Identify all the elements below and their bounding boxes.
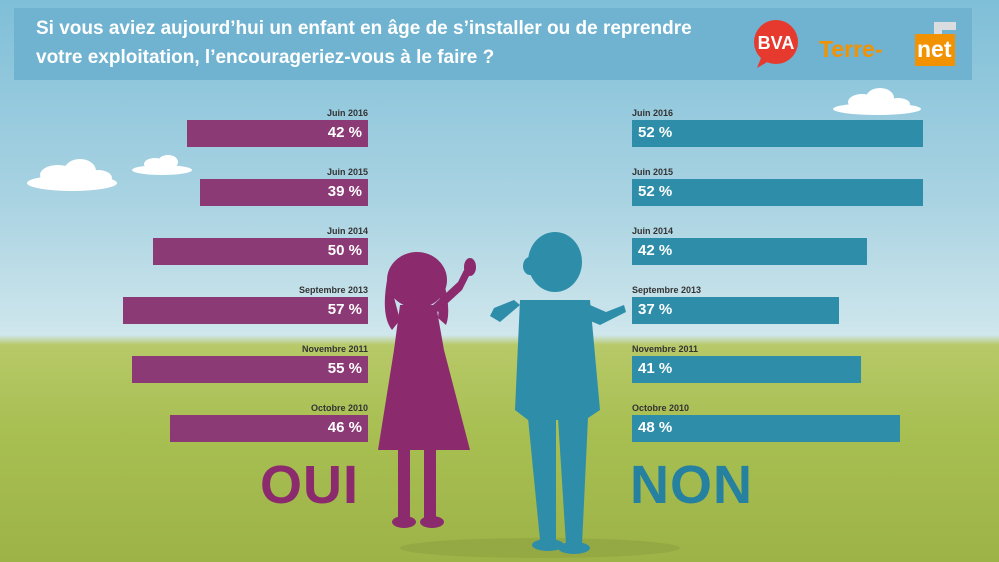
- bva-logo-text: BVA: [758, 33, 795, 53]
- oui-value-label: 42 %: [327, 124, 362, 141]
- oui-category-label: Octobre 2010: [310, 403, 368, 413]
- girl-silhouette: [378, 252, 476, 528]
- cloud-left: [27, 159, 117, 191]
- question-title: Si vous aviez aujourd’hui un enfant en â…: [36, 18, 692, 68]
- oui-series-title: OUI: [260, 455, 360, 515]
- oui-bar: 50 %: [153, 238, 368, 265]
- non-category-label: Novembre 2011: [632, 344, 699, 354]
- oui-category-label: Juin 2015: [326, 167, 368, 177]
- non-category-label: Juin 2016: [632, 108, 674, 118]
- non-value-label: 52 %: [638, 124, 673, 141]
- non-bar: 42 %: [632, 238, 867, 265]
- non-value-label: 37 %: [638, 301, 673, 318]
- non-category-label: Juin 2015: [632, 167, 674, 177]
- non-category-label: Septembre 2013: [632, 285, 702, 295]
- non-value-label: 52 %: [638, 183, 673, 200]
- non-bar: 48 %: [632, 415, 901, 442]
- oui-category-label: Juin 2014: [326, 226, 368, 236]
- non-bar: 37 %: [632, 297, 839, 324]
- terre-logo-text: Terre-: [819, 36, 883, 62]
- oui-bar: 46 %: [170, 415, 368, 442]
- oui-category-label: Juin 2016: [326, 108, 368, 118]
- non-category-label: Juin 2014: [632, 226, 674, 236]
- oui-value-label: 55 %: [327, 360, 362, 377]
- non-series-title: NON: [630, 455, 753, 515]
- oui-bar: 39 %: [200, 179, 368, 206]
- question-banner: Si vous aviez aujourd’hui un enfant en â…: [14, 8, 972, 80]
- non-value-label: 42 %: [638, 242, 673, 259]
- oui-bar: 57 %: [122, 297, 368, 324]
- terre-net-logo: Terre- net: [819, 22, 956, 66]
- oui-category-label: Septembre 2013: [298, 285, 368, 295]
- cloud-right: [833, 88, 921, 115]
- oui-value-label: 57 %: [327, 301, 362, 318]
- boy-silhouette: [490, 232, 626, 554]
- non-bar: 52 %: [632, 120, 923, 147]
- oui-bar: 42 %: [187, 120, 368, 147]
- non-bar: 41 %: [632, 356, 862, 383]
- bva-logo: BVA: [754, 20, 798, 68]
- oui-category-label: Novembre 2011: [301, 344, 368, 354]
- net-logo-text: net: [917, 36, 952, 62]
- non-value-label: 41 %: [638, 360, 673, 377]
- non-value-label: 48 %: [638, 419, 673, 436]
- non-bar: 52 %: [632, 179, 923, 206]
- oui-bar: 55 %: [131, 356, 368, 383]
- non-category-label: Octobre 2010: [632, 403, 690, 413]
- oui-value-label: 50 %: [327, 242, 362, 259]
- cloud-small: [132, 155, 192, 175]
- oui-value-label: 46 %: [327, 419, 362, 436]
- oui-value-label: 39 %: [327, 183, 362, 200]
